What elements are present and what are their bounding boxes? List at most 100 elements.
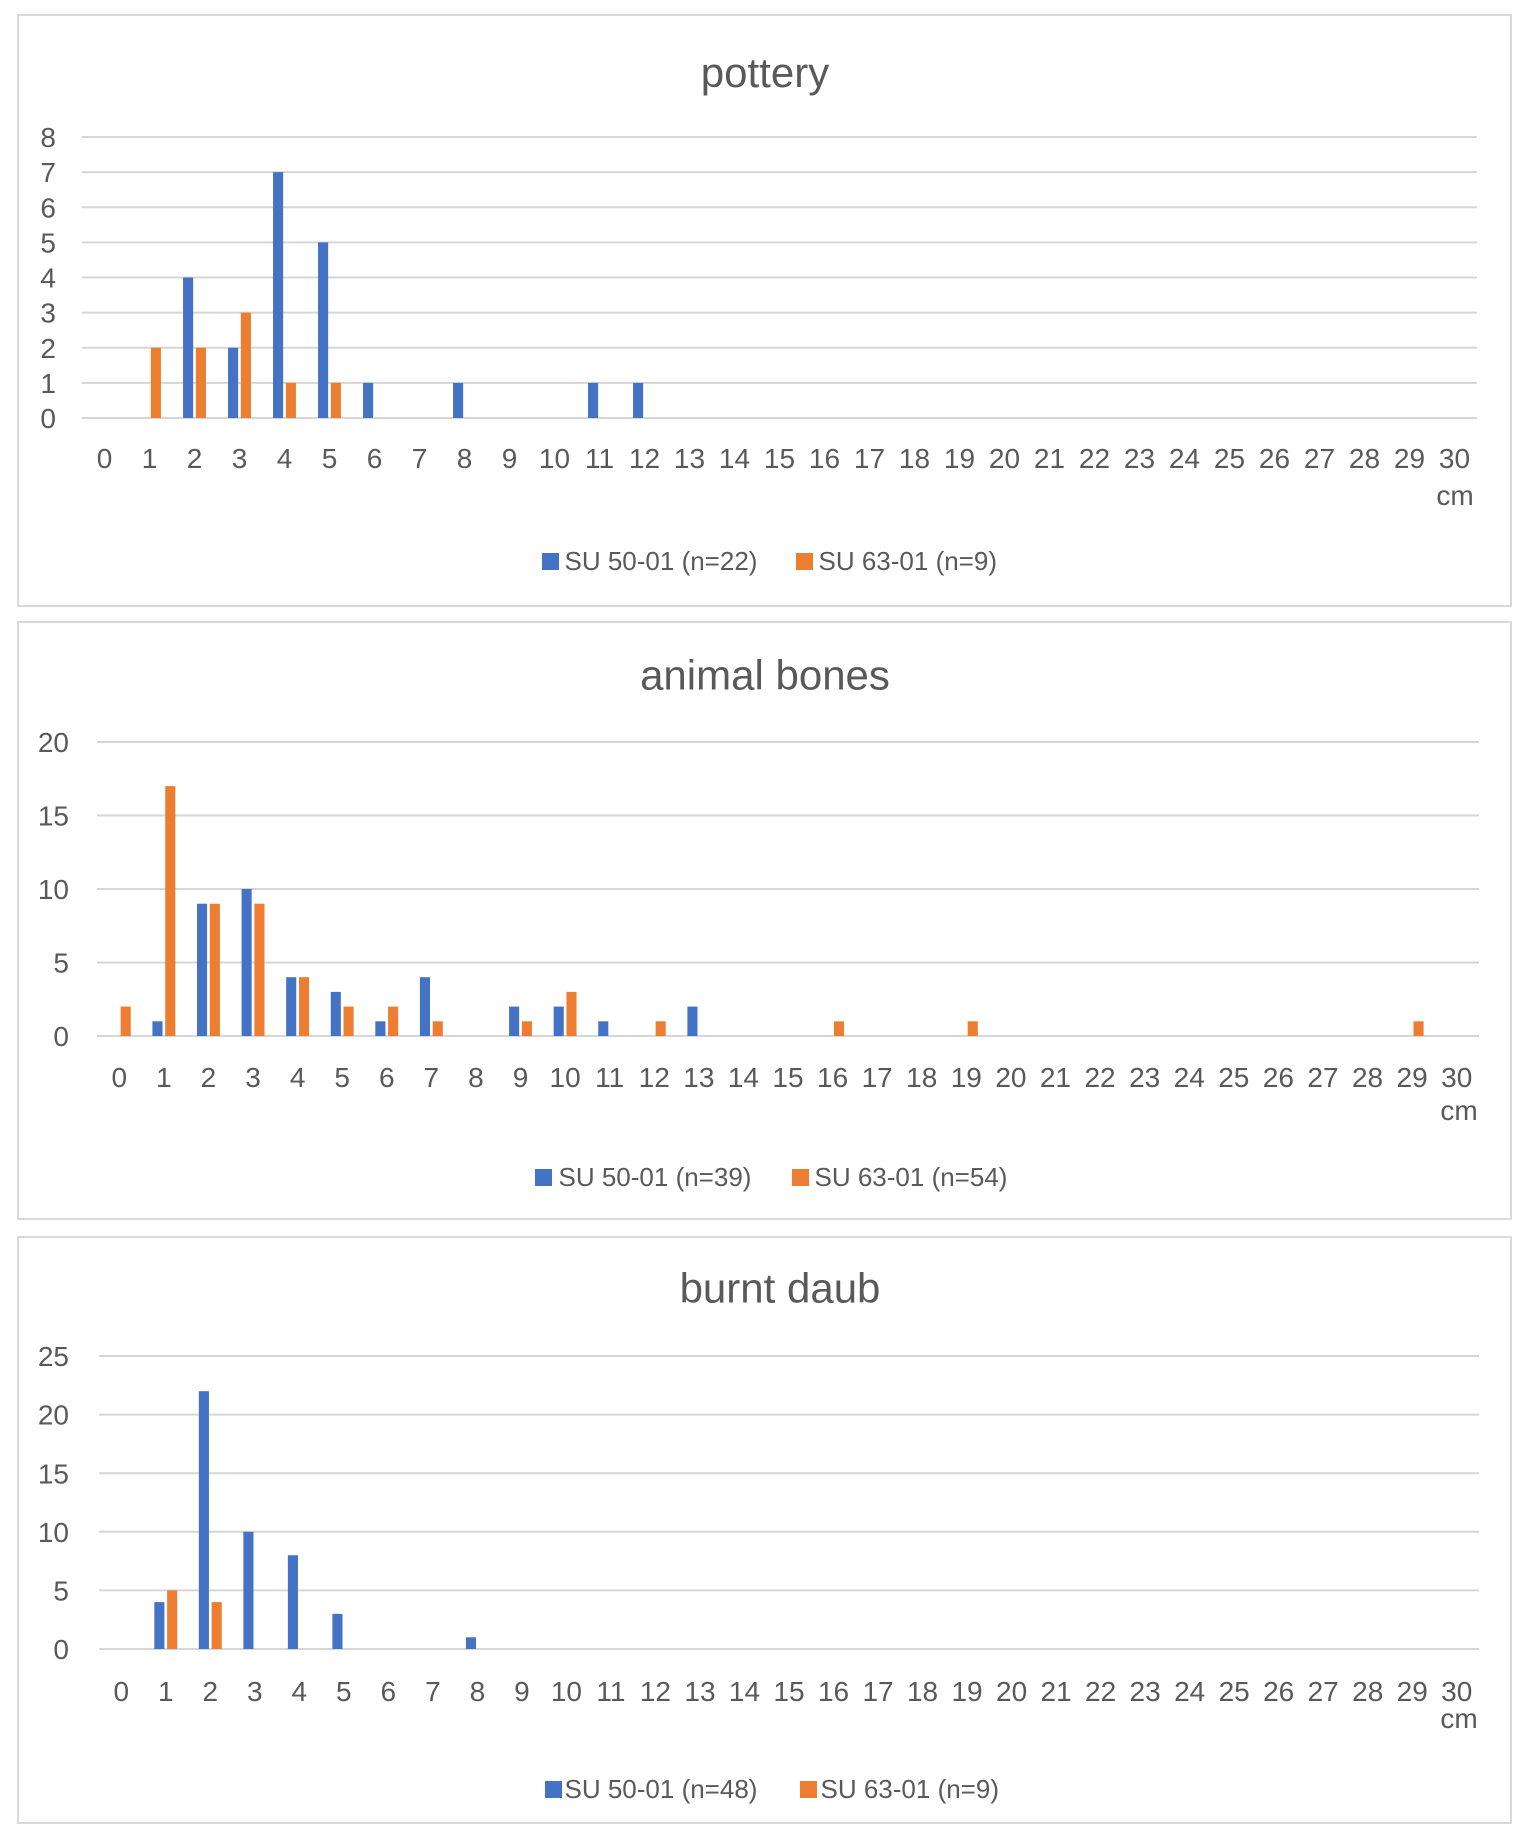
- svg-text:2: 2: [203, 1676, 219, 1707]
- svg-text:28: 28: [1352, 1062, 1383, 1093]
- svg-text:15: 15: [38, 801, 69, 832]
- svg-text:19: 19: [944, 443, 975, 474]
- svg-text:burnt daub: burnt daub: [680, 1265, 881, 1312]
- svg-text:12: 12: [640, 1676, 671, 1707]
- svg-text:22: 22: [1079, 443, 1110, 474]
- svg-text:cm: cm: [1440, 1095, 1477, 1126]
- svg-text:27: 27: [1308, 1676, 1339, 1707]
- svg-text:29: 29: [1397, 1676, 1428, 1707]
- svg-text:cm: cm: [1436, 480, 1473, 511]
- svg-text:26: 26: [1263, 1062, 1294, 1093]
- svg-text:7: 7: [424, 1062, 440, 1093]
- svg-text:pottery: pottery: [701, 49, 829, 96]
- svg-text:SU 63-01 (n=9): SU 63-01 (n=9): [819, 546, 997, 576]
- svg-text:7: 7: [425, 1676, 441, 1707]
- svg-text:0: 0: [97, 443, 113, 474]
- svg-text:24: 24: [1174, 1062, 1205, 1093]
- svg-text:10: 10: [38, 874, 69, 905]
- svg-text:0: 0: [112, 1062, 128, 1093]
- svg-text:2: 2: [40, 333, 56, 364]
- svg-text:30: 30: [1441, 1676, 1472, 1707]
- svg-text:cm: cm: [1440, 1703, 1477, 1734]
- svg-text:20: 20: [989, 443, 1020, 474]
- svg-text:1: 1: [40, 368, 56, 399]
- svg-text:SU 50-01 (n=48): SU 50-01 (n=48): [565, 1774, 758, 1804]
- svg-text:25: 25: [1214, 443, 1245, 474]
- svg-text:6: 6: [40, 192, 56, 223]
- svg-text:20: 20: [38, 727, 69, 758]
- svg-text:18: 18: [899, 443, 930, 474]
- svg-text:23: 23: [1130, 1676, 1161, 1707]
- svg-text:19: 19: [951, 1676, 982, 1707]
- svg-text:5: 5: [40, 227, 56, 258]
- svg-text:21: 21: [1041, 1676, 1072, 1707]
- svg-text:9: 9: [502, 443, 518, 474]
- svg-text:18: 18: [907, 1676, 938, 1707]
- svg-text:1: 1: [158, 1676, 174, 1707]
- svg-text:18: 18: [906, 1062, 937, 1093]
- svg-text:9: 9: [514, 1676, 530, 1707]
- svg-text:24: 24: [1169, 443, 1200, 474]
- svg-text:3: 3: [247, 1676, 263, 1707]
- svg-text:20: 20: [995, 1062, 1026, 1093]
- svg-text:3: 3: [245, 1062, 261, 1093]
- svg-text:24: 24: [1174, 1676, 1205, 1707]
- svg-text:30: 30: [1439, 443, 1470, 474]
- svg-text:10: 10: [550, 1062, 581, 1093]
- svg-text:26: 26: [1263, 1676, 1294, 1707]
- svg-text:15: 15: [773, 1676, 804, 1707]
- svg-text:17: 17: [854, 443, 885, 474]
- svg-text:25: 25: [38, 1341, 69, 1372]
- svg-text:0: 0: [113, 1676, 129, 1707]
- svg-text:19: 19: [951, 1062, 982, 1093]
- svg-text:14: 14: [719, 443, 750, 474]
- svg-text:0: 0: [53, 1634, 69, 1665]
- svg-text:8: 8: [457, 443, 473, 474]
- svg-text:5: 5: [322, 443, 338, 474]
- svg-text:17: 17: [862, 1676, 893, 1707]
- svg-text:5: 5: [53, 948, 69, 979]
- svg-text:16: 16: [817, 1062, 848, 1093]
- svg-text:6: 6: [367, 443, 383, 474]
- svg-text:10: 10: [539, 443, 570, 474]
- svg-text:25: 25: [1218, 1062, 1249, 1093]
- svg-text:4: 4: [277, 443, 293, 474]
- svg-text:8: 8: [470, 1676, 486, 1707]
- svg-text:3: 3: [40, 298, 56, 329]
- svg-text:6: 6: [379, 1062, 395, 1093]
- svg-text:27: 27: [1304, 443, 1335, 474]
- svg-text:4: 4: [292, 1676, 308, 1707]
- svg-text:16: 16: [809, 443, 840, 474]
- svg-text:SU 50-01 (n=22): SU 50-01 (n=22): [565, 546, 758, 576]
- svg-text:5: 5: [336, 1676, 352, 1707]
- svg-text:14: 14: [729, 1676, 760, 1707]
- svg-text:animal bones: animal bones: [640, 652, 890, 699]
- svg-text:1: 1: [142, 443, 158, 474]
- svg-text:10: 10: [551, 1676, 582, 1707]
- svg-text:4: 4: [290, 1062, 306, 1093]
- svg-text:12: 12: [639, 1062, 670, 1093]
- svg-text:15: 15: [38, 1458, 69, 1489]
- svg-text:30: 30: [1441, 1062, 1472, 1093]
- svg-text:13: 13: [684, 1676, 715, 1707]
- svg-text:12: 12: [629, 443, 660, 474]
- svg-text:15: 15: [764, 443, 795, 474]
- svg-text:20: 20: [996, 1676, 1027, 1707]
- svg-text:4: 4: [40, 263, 56, 294]
- svg-text:0: 0: [53, 1021, 69, 1052]
- svg-text:22: 22: [1084, 1062, 1115, 1093]
- svg-text:25: 25: [1219, 1676, 1250, 1707]
- svg-text:1: 1: [156, 1062, 172, 1093]
- svg-text:8: 8: [468, 1062, 484, 1093]
- svg-text:17: 17: [862, 1062, 893, 1093]
- svg-text:0: 0: [40, 403, 56, 434]
- svg-text:29: 29: [1394, 443, 1425, 474]
- svg-text:SU 63-01 (n=9): SU 63-01 (n=9): [821, 1774, 999, 1804]
- svg-text:5: 5: [334, 1062, 350, 1093]
- svg-text:SU 63-01 (n=54): SU 63-01 (n=54): [815, 1162, 1008, 1192]
- svg-text:20: 20: [38, 1400, 69, 1431]
- svg-text:27: 27: [1307, 1062, 1338, 1093]
- svg-text:5: 5: [53, 1575, 69, 1606]
- svg-text:28: 28: [1352, 1676, 1383, 1707]
- svg-text:14: 14: [728, 1062, 759, 1093]
